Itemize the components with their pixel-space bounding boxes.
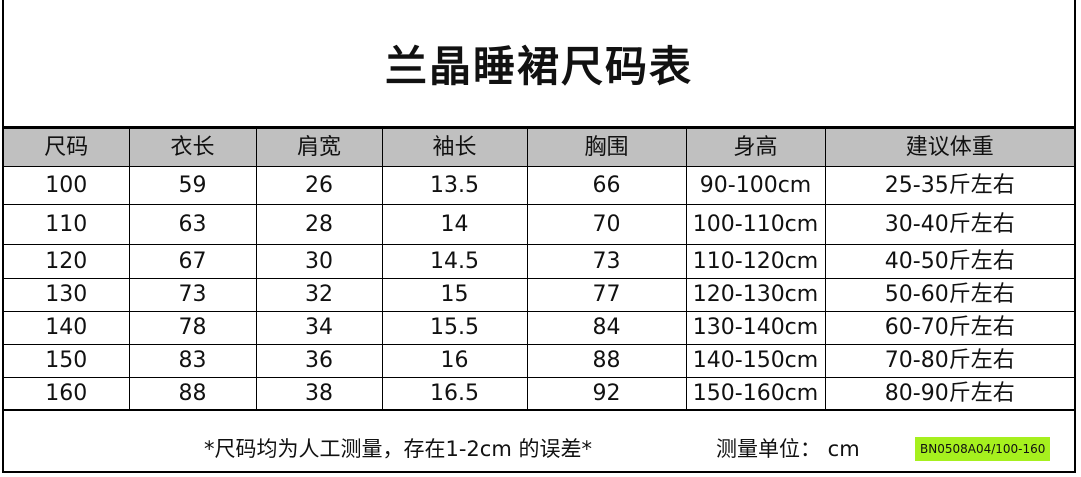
column-header: 衣长 bbox=[128, 128, 257, 167]
table-row: 130 73 32 15 77 120-130cm 50-60斤左右 bbox=[4, 278, 1074, 312]
table-cell: 25-35斤左右 bbox=[824, 166, 1074, 205]
table-cell: 84 bbox=[526, 311, 687, 345]
table-cell: 16 bbox=[381, 344, 528, 378]
table-cell: 63 bbox=[128, 204, 257, 245]
table-cell: 40-50斤左右 bbox=[824, 244, 1074, 279]
table-cell: 15.5 bbox=[381, 311, 528, 345]
table-cell: 30-40斤左右 bbox=[824, 204, 1074, 245]
table-cell: 88 bbox=[526, 344, 687, 378]
table-cell: 36 bbox=[255, 344, 383, 378]
table-cell: 110-120cm bbox=[685, 244, 826, 279]
table-cell: 34 bbox=[255, 311, 383, 345]
table-row: 150 83 36 16 88 140-150cm 70-80斤左右 bbox=[4, 344, 1074, 378]
table-cell: 32 bbox=[255, 278, 383, 312]
table-cell: 140-150cm bbox=[685, 344, 826, 378]
measurement-unit: 测量单位： cm bbox=[716, 437, 860, 461]
table-cell: 90-100cm bbox=[685, 166, 826, 205]
measurement-note: *尺码均为人工测量，存在1-2cm 的误差* bbox=[204, 437, 592, 461]
table-cell: 88 bbox=[128, 377, 257, 410]
column-header: 尺码 bbox=[4, 128, 130, 167]
table-cell: 13.5 bbox=[381, 166, 528, 205]
table-row: 140 78 34 15.5 84 130-140cm 60-70斤左右 bbox=[4, 311, 1074, 345]
table-cell: 120-130cm bbox=[685, 278, 826, 312]
table-cell: 14 bbox=[381, 204, 528, 245]
table-cell: 83 bbox=[128, 344, 257, 378]
table-cell: 15 bbox=[381, 278, 528, 312]
table-cell: 100 bbox=[4, 166, 130, 205]
table-row: 110 63 28 14 70 100-110cm 30-40斤左右 bbox=[4, 204, 1074, 245]
column-header: 袖长 bbox=[381, 128, 528, 167]
table-cell: 67 bbox=[128, 244, 257, 279]
table-cell: 100-110cm bbox=[685, 204, 826, 245]
column-header: 建议体重 bbox=[824, 128, 1074, 167]
column-header: 身高 bbox=[685, 128, 826, 167]
chart-title: 兰晶睡裙尺码表 bbox=[4, 0, 1074, 128]
column-header: 胸围 bbox=[526, 128, 687, 167]
table-cell: 150-160cm bbox=[685, 377, 826, 410]
table-cell: 70 bbox=[526, 204, 687, 245]
header-row: 尺码 衣长 肩宽 袖长 胸围 身高 建议体重 bbox=[4, 128, 1074, 167]
table-cell: 50-60斤左右 bbox=[824, 278, 1074, 312]
table-cell: 66 bbox=[526, 166, 687, 205]
table-cell: 120 bbox=[4, 244, 130, 279]
table-cell: 73 bbox=[526, 244, 687, 279]
table-cell: 16.5 bbox=[381, 377, 528, 410]
footer: *尺码均为人工测量，存在1-2cm 的误差* 测量单位： cm BN0508A0… bbox=[4, 409, 1074, 473]
table-cell: 150 bbox=[4, 344, 130, 378]
table-cell: 73 bbox=[128, 278, 257, 312]
table-row: 100 59 26 13.5 66 90-100cm 25-35斤左右 bbox=[4, 166, 1074, 205]
table-cell: 92 bbox=[526, 377, 687, 410]
table-cell: 38 bbox=[255, 377, 383, 410]
table-cell: 78 bbox=[128, 311, 257, 345]
table-cell: 70-80斤左右 bbox=[824, 344, 1074, 378]
table-cell: 60-70斤左右 bbox=[824, 311, 1074, 345]
table-cell: 77 bbox=[526, 278, 687, 312]
table-cell: 110 bbox=[4, 204, 130, 245]
product-code-badge: BN0508A04/100-160 bbox=[915, 437, 1051, 461]
table-cell: 26 bbox=[255, 166, 383, 205]
table-cell: 80-90斤左右 bbox=[824, 377, 1074, 410]
size-table: 尺码 衣长 肩宽 袖长 胸围 身高 建议体重 100 59 26 13.5 66 90-100cm 25… bbox=[4, 128, 1074, 410]
column-header: 肩宽 bbox=[255, 128, 383, 167]
table-row: 160 88 38 16.5 92 150-160cm 80-90斤左右 bbox=[4, 377, 1074, 410]
table-cell: 30 bbox=[255, 244, 383, 279]
table-cell: 160 bbox=[4, 377, 130, 410]
table-cell: 59 bbox=[128, 166, 257, 205]
table-row: 120 67 30 14.5 73 110-120cm 40-50斤左右 bbox=[4, 244, 1074, 279]
table-cell: 14.5 bbox=[381, 244, 528, 279]
table-cell: 130-140cm bbox=[685, 311, 826, 345]
table-cell: 140 bbox=[4, 311, 130, 345]
table-cell: 130 bbox=[4, 278, 130, 312]
table-cell: 28 bbox=[255, 204, 383, 245]
